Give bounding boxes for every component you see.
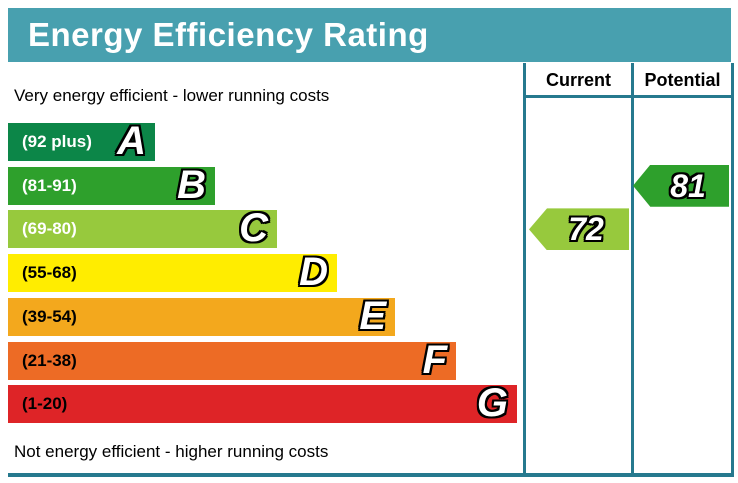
band-range-label: (92 plus) [22,132,92,151]
band-letter: F [422,337,447,382]
top-note: Very energy efficient - lower running co… [14,86,330,105]
band-range-label: (39-54) [22,306,77,326]
band-letter: B [177,162,206,207]
current-column-left-border [523,63,526,477]
chart-title: Energy Efficiency Rating [28,16,429,53]
band-letter: A [117,119,146,164]
band-range-label: (55-68) [22,263,77,283]
band-range-label: (1-20) [22,394,68,414]
band-letter: E [359,293,386,338]
band-row-c: (69-80) C [8,206,277,251]
band-range-label: (81-91) [22,175,77,195]
current-column-header: Current [545,70,611,90]
potential-rating-value: 81 [670,167,706,204]
chart-title-bar: Energy Efficiency Rating [8,8,731,62]
band-letter: G [476,381,508,426]
band-row-b: (81-91) B [8,162,215,207]
header-underline [523,95,734,98]
potential-rating-arrow: 81 [633,164,729,207]
band-row-g: (1-20) G [8,381,517,426]
potential-column-right-border [731,63,734,477]
bottom-border-line [8,473,734,477]
band-range-label: (69-80) [22,219,77,239]
band-range-label: (21-38) [22,350,77,370]
current-rating-arrow: 72 [529,208,629,251]
column-divider [631,63,634,477]
band-row-d: (55-68) D [8,250,337,295]
band-row-e: (39-54) E [8,293,395,338]
band-letter: D [299,250,328,295]
potential-column-header: Potential [644,70,721,90]
current-rating-value: 72 [568,211,604,248]
band-row-a: (92 plus) A [8,119,155,164]
bottom-note: Not energy efficient - higher running co… [14,442,329,461]
band-letter: C [239,206,268,251]
band-row-f: (21-38) F [8,337,456,382]
